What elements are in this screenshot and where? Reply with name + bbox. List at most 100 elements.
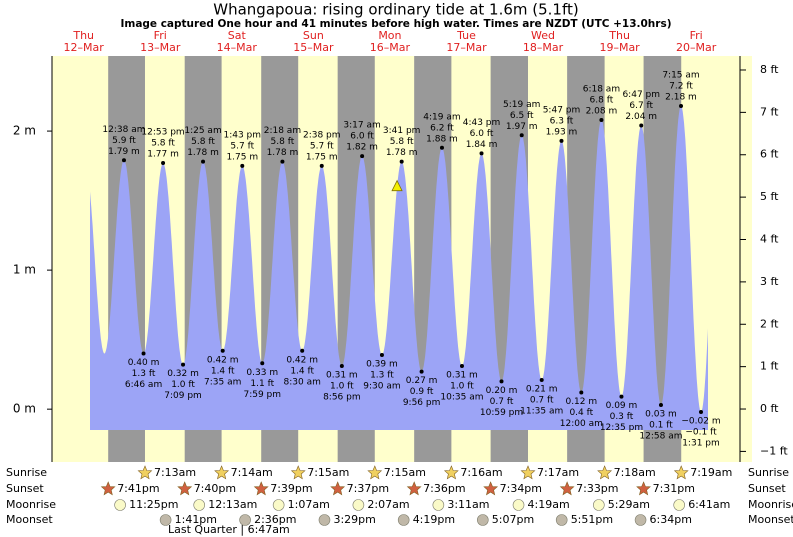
tide-label: 1.88 m [426,134,458,144]
tide-label: 0.31 m [446,371,478,381]
tide-label: 1.4 ft [290,366,314,376]
row-label: Moonset [748,513,793,526]
tide-label: 1.93 m [546,127,578,137]
y-tick-label: 0 m [13,402,36,416]
day-date: 18–Mar [523,41,564,54]
moon-icon [593,499,605,511]
current-level-marker [391,179,403,192]
tide-label: 6.8 ft [590,95,614,105]
event-time: 7:33pm [576,482,618,495]
plot-content: Thu12–MarFri13–MarSat14–MarSun15–MarMon1… [6,29,793,526]
event-time: 7:34pm [500,482,542,495]
tide-label: 6:47 pm [622,90,660,100]
event-time: 7:31pm [653,482,695,495]
event-time: 4:19am [528,498,570,511]
event-time: 6:41am [688,498,730,511]
tide-point [339,364,344,369]
event-time: 11:25pm [129,498,178,511]
day-date: 14–Mar [217,41,258,54]
event-time: 2:36pm [254,513,296,526]
moon-phase: Last Quarter | 6:47am [168,523,290,536]
tide-point [201,159,206,164]
tide-label: 0.09 m [606,401,638,411]
tide-point [459,364,464,369]
event-time: 3:11am [447,498,489,511]
sun-icon [483,481,499,496]
row-label: Sunrise [6,466,47,479]
moon-icon [318,514,331,526]
tide-label: 3:17 am [343,121,380,131]
tide-label: 0.31 m [326,371,358,381]
day-weekday: Thu [72,29,94,42]
sun-icon [443,465,459,480]
y2-tick-label: 4 ft [760,233,779,246]
tide-label: 1.0 ft [171,380,195,390]
day-date: 17–Mar [446,41,487,54]
event-time: 7:14am [231,466,273,479]
moon-icon [114,499,126,511]
tide-label: 5:19 am [503,100,540,110]
tide-label: 1.97 m [506,122,538,132]
tide-label: 0.1 ft [649,420,673,430]
tide-label: 7.2 ft [669,82,693,92]
tide-point [181,362,186,367]
day-date: 16–Mar [370,41,411,54]
y2-tick-label: 6 ft [760,148,779,161]
tide-label: 6:18 am [583,84,620,94]
day-weekday: Tue [456,29,476,42]
tide-point [379,352,384,357]
tide-label: 2:18 am [264,126,301,136]
event-time: 7:18am [614,466,656,479]
sun-icon [597,465,613,480]
tide-point [161,161,166,166]
day-date: 15–Mar [293,41,334,54]
tide-label: 0.12 m [565,397,597,407]
tide-label: 1.79 m [108,147,140,157]
tide-point [559,138,564,143]
day-date: 13–Mar [140,41,181,54]
tide-label: 12:38 am [102,125,145,135]
chart-subtitle: Image captured One hour and 41 minutes b… [120,18,671,30]
tide-label: 1.78 m [267,148,299,158]
tide-label: 1.0 ft [450,382,474,392]
tide-label: 0.9 ft [410,387,434,397]
event-time: 7:15am [307,466,349,479]
tide-point [300,348,305,353]
tide-label: 6.0 ft [350,132,374,142]
tide-label: 1.0 ft [330,382,354,392]
tide-area [90,106,708,430]
row-label: Sunset [6,482,44,495]
y-tick-label: 1 m [13,263,36,277]
tide-point [639,123,644,128]
tide-label: 5.8 ft [151,139,175,149]
tide-label: 10:35 am [440,393,483,403]
tide-label: 2.04 m [625,112,657,122]
day-date: 19–Mar [599,41,640,54]
moon-icon [432,499,445,511]
tide-label: 1.78 m [386,148,418,158]
tide-label: 12:00 am [560,419,603,429]
moon-icon [272,499,285,511]
sun-icon [367,465,383,480]
tide-label: 10:59 pm [480,408,523,418]
tide-label: 0.27 m [406,376,438,386]
y2-tick-label: 7 ft [760,105,779,118]
row-label: Moonrise [748,498,793,511]
tide-point [579,390,584,395]
tide-label: 0.7 ft [530,395,554,405]
tide-label: 7:35 am [204,377,241,387]
tide-label: 1.84 m [466,140,498,150]
tide-label: 0.39 m [366,359,398,369]
tide-point [240,163,245,168]
tide-label: 11:35 am [520,406,563,416]
moon-icon [193,499,206,511]
tide-label: 1.75 m [306,152,338,162]
event-time: 1:41pm [175,513,217,526]
moon-icon [352,499,365,511]
tide-label: 1.1 ft [250,379,274,389]
tide-label: 5.8 ft [271,137,295,147]
tide-label: 1:43 pm [223,130,261,140]
y2-tick-label: 8 ft [760,63,779,76]
y2-tick-label: 2 ft [760,317,779,330]
tide-label: 12:58 am [639,431,682,441]
